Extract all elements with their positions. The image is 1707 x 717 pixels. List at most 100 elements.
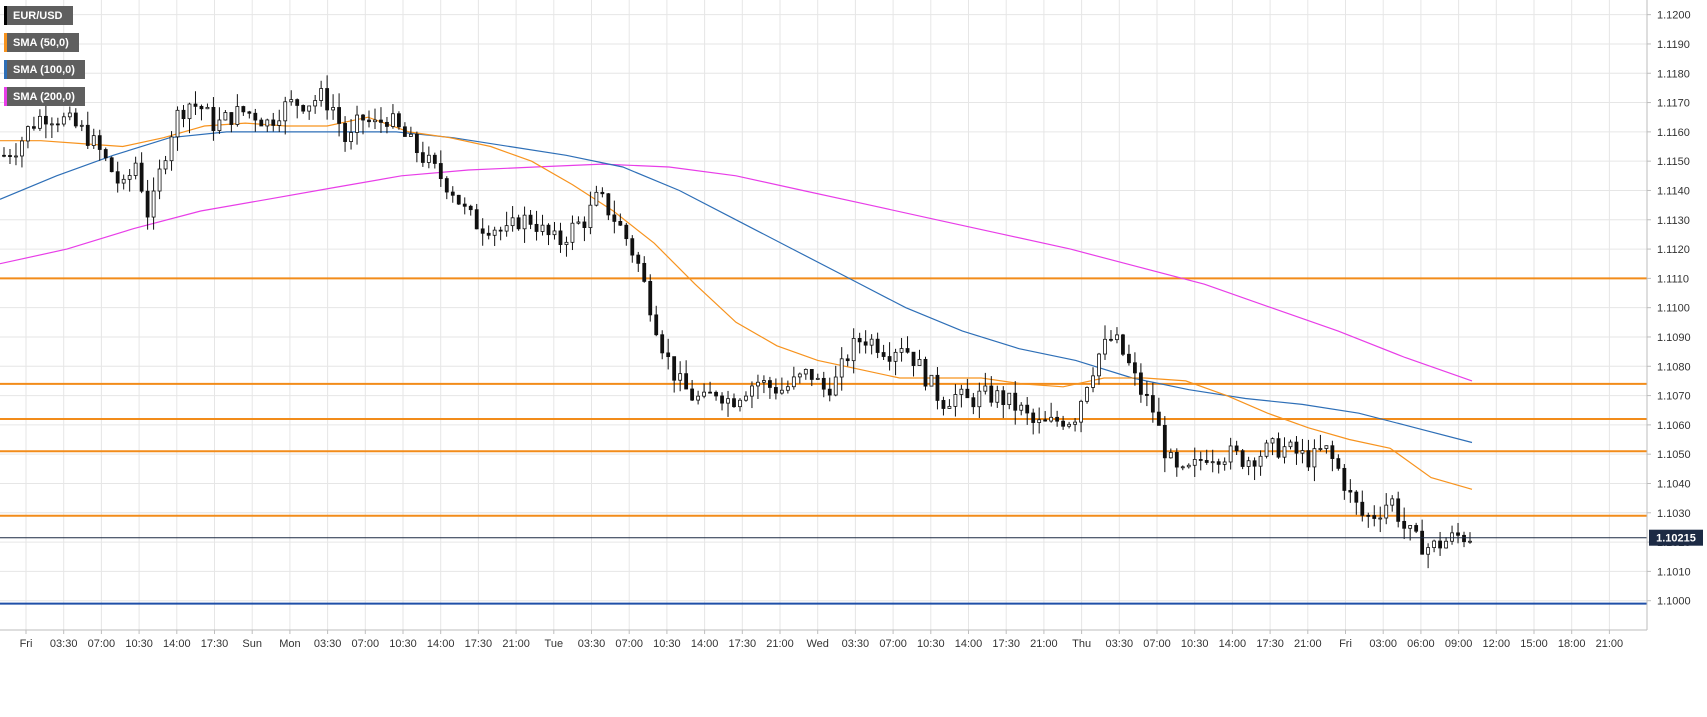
candle-body-down: [103, 149, 108, 159]
x-tick-label: 14:00: [1219, 638, 1247, 650]
current-price-tag-bg: [1649, 529, 1703, 546]
candle-body-up: [702, 391, 706, 397]
x-tick-label: 03:30: [314, 638, 342, 650]
y-tick-label: 1.1190: [1657, 39, 1690, 51]
candle-body-down: [1342, 467, 1347, 491]
x-tick-label: 03:30: [50, 638, 78, 650]
candle-body-up: [833, 376, 838, 396]
candle-body-down: [672, 356, 677, 381]
candle-body-up: [1282, 446, 1287, 458]
candle-body-down: [1420, 530, 1425, 555]
x-tick-label: 10:30: [917, 638, 945, 650]
candle-body-down: [1204, 460, 1209, 463]
candle-body-up: [355, 114, 359, 133]
candle-body-down: [971, 397, 976, 408]
candle-body-up: [510, 217, 515, 227]
candle-body-down: [773, 387, 778, 394]
candle-body-up: [408, 133, 413, 137]
candle-body-up: [588, 204, 593, 228]
candle-body-down: [1121, 334, 1125, 355]
candle-body-down: [444, 178, 449, 193]
candle-body-down: [1025, 404, 1030, 414]
candle-body-down: [708, 391, 712, 394]
candle-body-down: [857, 337, 862, 343]
y-tick-label: 1.1030: [1657, 508, 1691, 520]
candle-body-up: [133, 162, 138, 176]
candle-body-down: [474, 209, 479, 230]
candle-body-up: [175, 109, 180, 138]
candle-body-down: [432, 154, 437, 164]
candle-body-down: [1294, 441, 1299, 454]
candle-body-up: [929, 374, 934, 387]
candle-body-up: [307, 105, 312, 112]
candle-body-down: [1234, 445, 1239, 452]
candle-body-up: [1067, 423, 1071, 427]
candle-body-down: [438, 163, 443, 179]
candle-body-down: [199, 105, 204, 110]
candle-body-up: [803, 369, 808, 375]
candle-body-down: [1414, 525, 1419, 532]
candle-body-down: [768, 380, 772, 388]
x-tick-label: 10:30: [1181, 638, 1209, 650]
candle-body-up: [1186, 464, 1191, 468]
candle-body-up: [1324, 445, 1329, 449]
candle-body-down: [301, 105, 306, 112]
candle-body-down: [1216, 461, 1221, 465]
candle-body-up: [1318, 448, 1323, 450]
candle-body-down: [325, 88, 330, 111]
x-tick-label: Thu: [1072, 638, 1091, 650]
candle-body-down: [582, 221, 587, 228]
y-tick-label: 1.1170: [1657, 98, 1690, 110]
x-tick-label: Sun: [242, 638, 262, 650]
x-tick-label: Fri: [1339, 638, 1352, 650]
candle-body-down: [965, 388, 970, 399]
candle-body-up: [373, 119, 377, 123]
candle-body-down: [1372, 515, 1377, 519]
y-tick-label: 1.1050: [1657, 449, 1691, 461]
x-tick-label: 17:30: [1256, 638, 1284, 650]
candle-body-down: [887, 356, 892, 362]
legend-eurusd[interactable]: EUR/USD: [4, 6, 73, 25]
y-tick-label: 1.1180: [1657, 68, 1690, 80]
legend-sma100[interactable]: SMA (100,0): [4, 60, 85, 79]
candle-body-down: [1198, 459, 1203, 461]
x-tick-label: 10:30: [653, 638, 681, 650]
candle-body-down: [1109, 338, 1113, 341]
candle-body-up: [779, 389, 784, 394]
candle-body-up: [522, 214, 527, 230]
legend-sma200[interactable]: SMA (200,0): [4, 87, 85, 106]
candle-body-down: [821, 377, 826, 390]
x-tick-label: 03:30: [578, 638, 606, 650]
candle-body-down: [606, 193, 611, 216]
candle-body-up: [1444, 540, 1448, 549]
candle-body-up: [205, 106, 210, 110]
x-tick-label: 21:00: [1030, 638, 1058, 650]
candle-body-up: [1037, 419, 1042, 423]
candle-body-down: [720, 395, 724, 404]
candle-body-down: [648, 281, 653, 316]
candle-body-up: [319, 88, 324, 101]
candle-body-down: [1336, 458, 1341, 469]
candle-body-up: [726, 398, 730, 404]
candle-body-up: [1378, 517, 1383, 520]
candle-body-down: [73, 112, 78, 127]
legend-sma50[interactable]: SMA (50,0): [4, 33, 79, 52]
candle-body-up: [917, 358, 922, 366]
candle-body-down: [534, 223, 539, 232]
candle-body-up: [1246, 460, 1251, 467]
legend-eurusd-label: EUR/USD: [13, 9, 63, 22]
candle-body-up: [959, 388, 964, 395]
candle-body-down: [690, 388, 695, 401]
candle-body-down: [486, 232, 491, 236]
candle-body-up: [235, 106, 240, 125]
candle-body-up: [163, 160, 168, 170]
candle-body-up: [1408, 525, 1413, 529]
y-tick-label: 1.1090: [1657, 332, 1691, 344]
candle-body-up: [169, 136, 174, 162]
candle-body-up: [289, 99, 294, 103]
x-tick-label: 07:00: [1143, 638, 1171, 650]
candle-body-up: [331, 107, 336, 111]
candle-body-up: [1270, 438, 1275, 444]
